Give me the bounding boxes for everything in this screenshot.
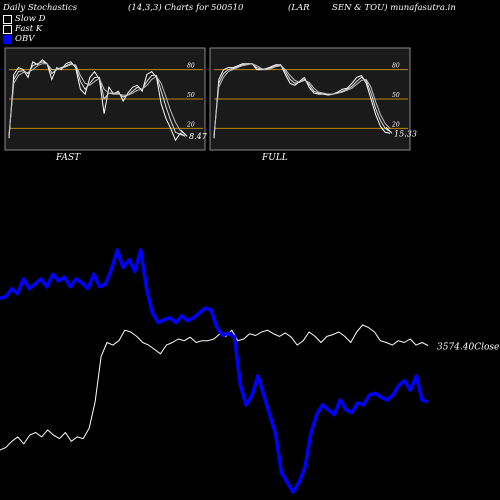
fast-tick-label: 80 <box>187 63 195 70</box>
full-tick-label: 20 <box>391 121 400 128</box>
fast-tick-label: 50 <box>187 92 195 99</box>
full-series-line-2 <box>213 63 391 135</box>
chart-params: (14,3,3) Charts for 500510 <box>128 3 244 13</box>
fast-tick-label: 20 <box>186 121 195 128</box>
price-obv-chart: 3574.40Close <box>0 248 499 494</box>
fast-last-value-label: 8.47 <box>189 132 208 141</box>
slow-d-swatch-icon <box>3 14 12 24</box>
full-series-line-0 <box>213 63 391 139</box>
fast-panel-label: FAST <box>56 153 81 163</box>
fast-k-swatch-icon <box>3 24 12 34</box>
legend-slow-d-label: Slow D <box>15 14 46 24</box>
fast-last-value-arrow <box>180 129 188 137</box>
fast-series-line-1 <box>8 61 186 137</box>
fast-panel-plot: 80 50 20 8.47 <box>8 59 208 142</box>
price-obv-plot: 3574.40Close <box>0 248 499 494</box>
fast-series-line-2 <box>8 63 186 135</box>
legend-obv: OBV <box>3 34 34 44</box>
close-price-value: 3574.40 <box>437 343 474 353</box>
legend-slow-d: Slow D <box>3 14 45 24</box>
full-tick-label: 50 <box>392 92 400 99</box>
close-price-suffix: Close <box>474 343 499 353</box>
legend-fast-k-label: Fast K <box>15 24 43 34</box>
close-price-line <box>0 324 429 451</box>
chart-title: Daily Stochastics <box>3 3 78 13</box>
company-name-right: SEN & TOU) munafasutra.in <box>332 3 456 13</box>
legend-fast-k: Fast K <box>3 24 42 34</box>
full-last-value-label: 15.33 <box>394 129 417 138</box>
legend-obv-label: OBV <box>15 34 35 44</box>
full-last-value-arrow <box>385 126 393 134</box>
obv-swatch-icon <box>3 34 12 44</box>
company-name-left: (LAR <box>288 3 310 13</box>
full-tick-label: 80 <box>392 63 400 70</box>
obv-line <box>0 248 429 494</box>
close-price-label: 3574.40Close <box>437 343 499 353</box>
full-panel-label: FULL <box>262 153 288 163</box>
